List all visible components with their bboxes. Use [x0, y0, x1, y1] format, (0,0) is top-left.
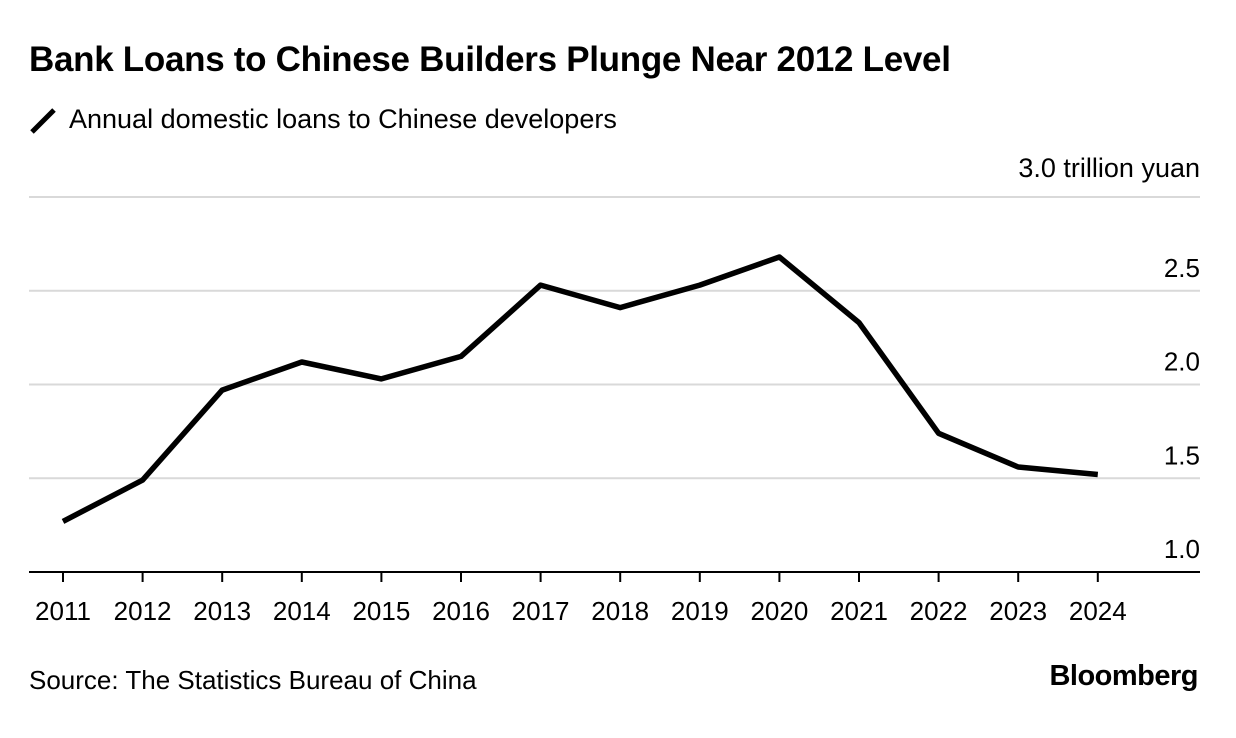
x-tick-label: 2016 — [432, 596, 490, 626]
x-tick-label: 2021 — [830, 596, 888, 626]
legend-label: Annual domestic loans to Chinese develop… — [69, 104, 617, 134]
y-tick-label: 1.5 — [1164, 440, 1200, 470]
x-tick-label: 2014 — [273, 596, 331, 626]
x-tick-label: 2022 — [910, 596, 968, 626]
x-tick-label: 2023 — [989, 596, 1047, 626]
y-tick-label: 2.0 — [1164, 347, 1200, 377]
series-line-0 — [61, 254, 1099, 524]
source-note: Source: The Statistics Bureau of China — [29, 665, 477, 695]
bloomberg-logo: Bloomberg — [1049, 660, 1198, 692]
x-tick-label: 2018 — [591, 596, 649, 626]
y-tick-label: 2.5 — [1164, 253, 1200, 283]
y-tick-label: 3.0 trillion yuan — [1018, 153, 1200, 183]
x-tick-label: 2020 — [750, 596, 808, 626]
legend: Annual domestic loans to Chinese develop… — [29, 104, 617, 135]
chart-title: Bank Loans to Chinese Builders Plunge Ne… — [29, 40, 951, 79]
x-tick-label: 2017 — [512, 596, 570, 626]
x-tick-label: 2013 — [193, 596, 251, 626]
x-tick-label: 2019 — [671, 596, 729, 626]
x-tick-label: 2024 — [1069, 596, 1127, 626]
y-tick-label: 1.0 — [1164, 534, 1200, 564]
legend-line-swatch-icon — [30, 107, 56, 134]
x-tick-label: 2011 — [35, 596, 91, 626]
x-tick-label: 2012 — [114, 596, 172, 626]
x-tick-label: 2015 — [352, 596, 410, 626]
